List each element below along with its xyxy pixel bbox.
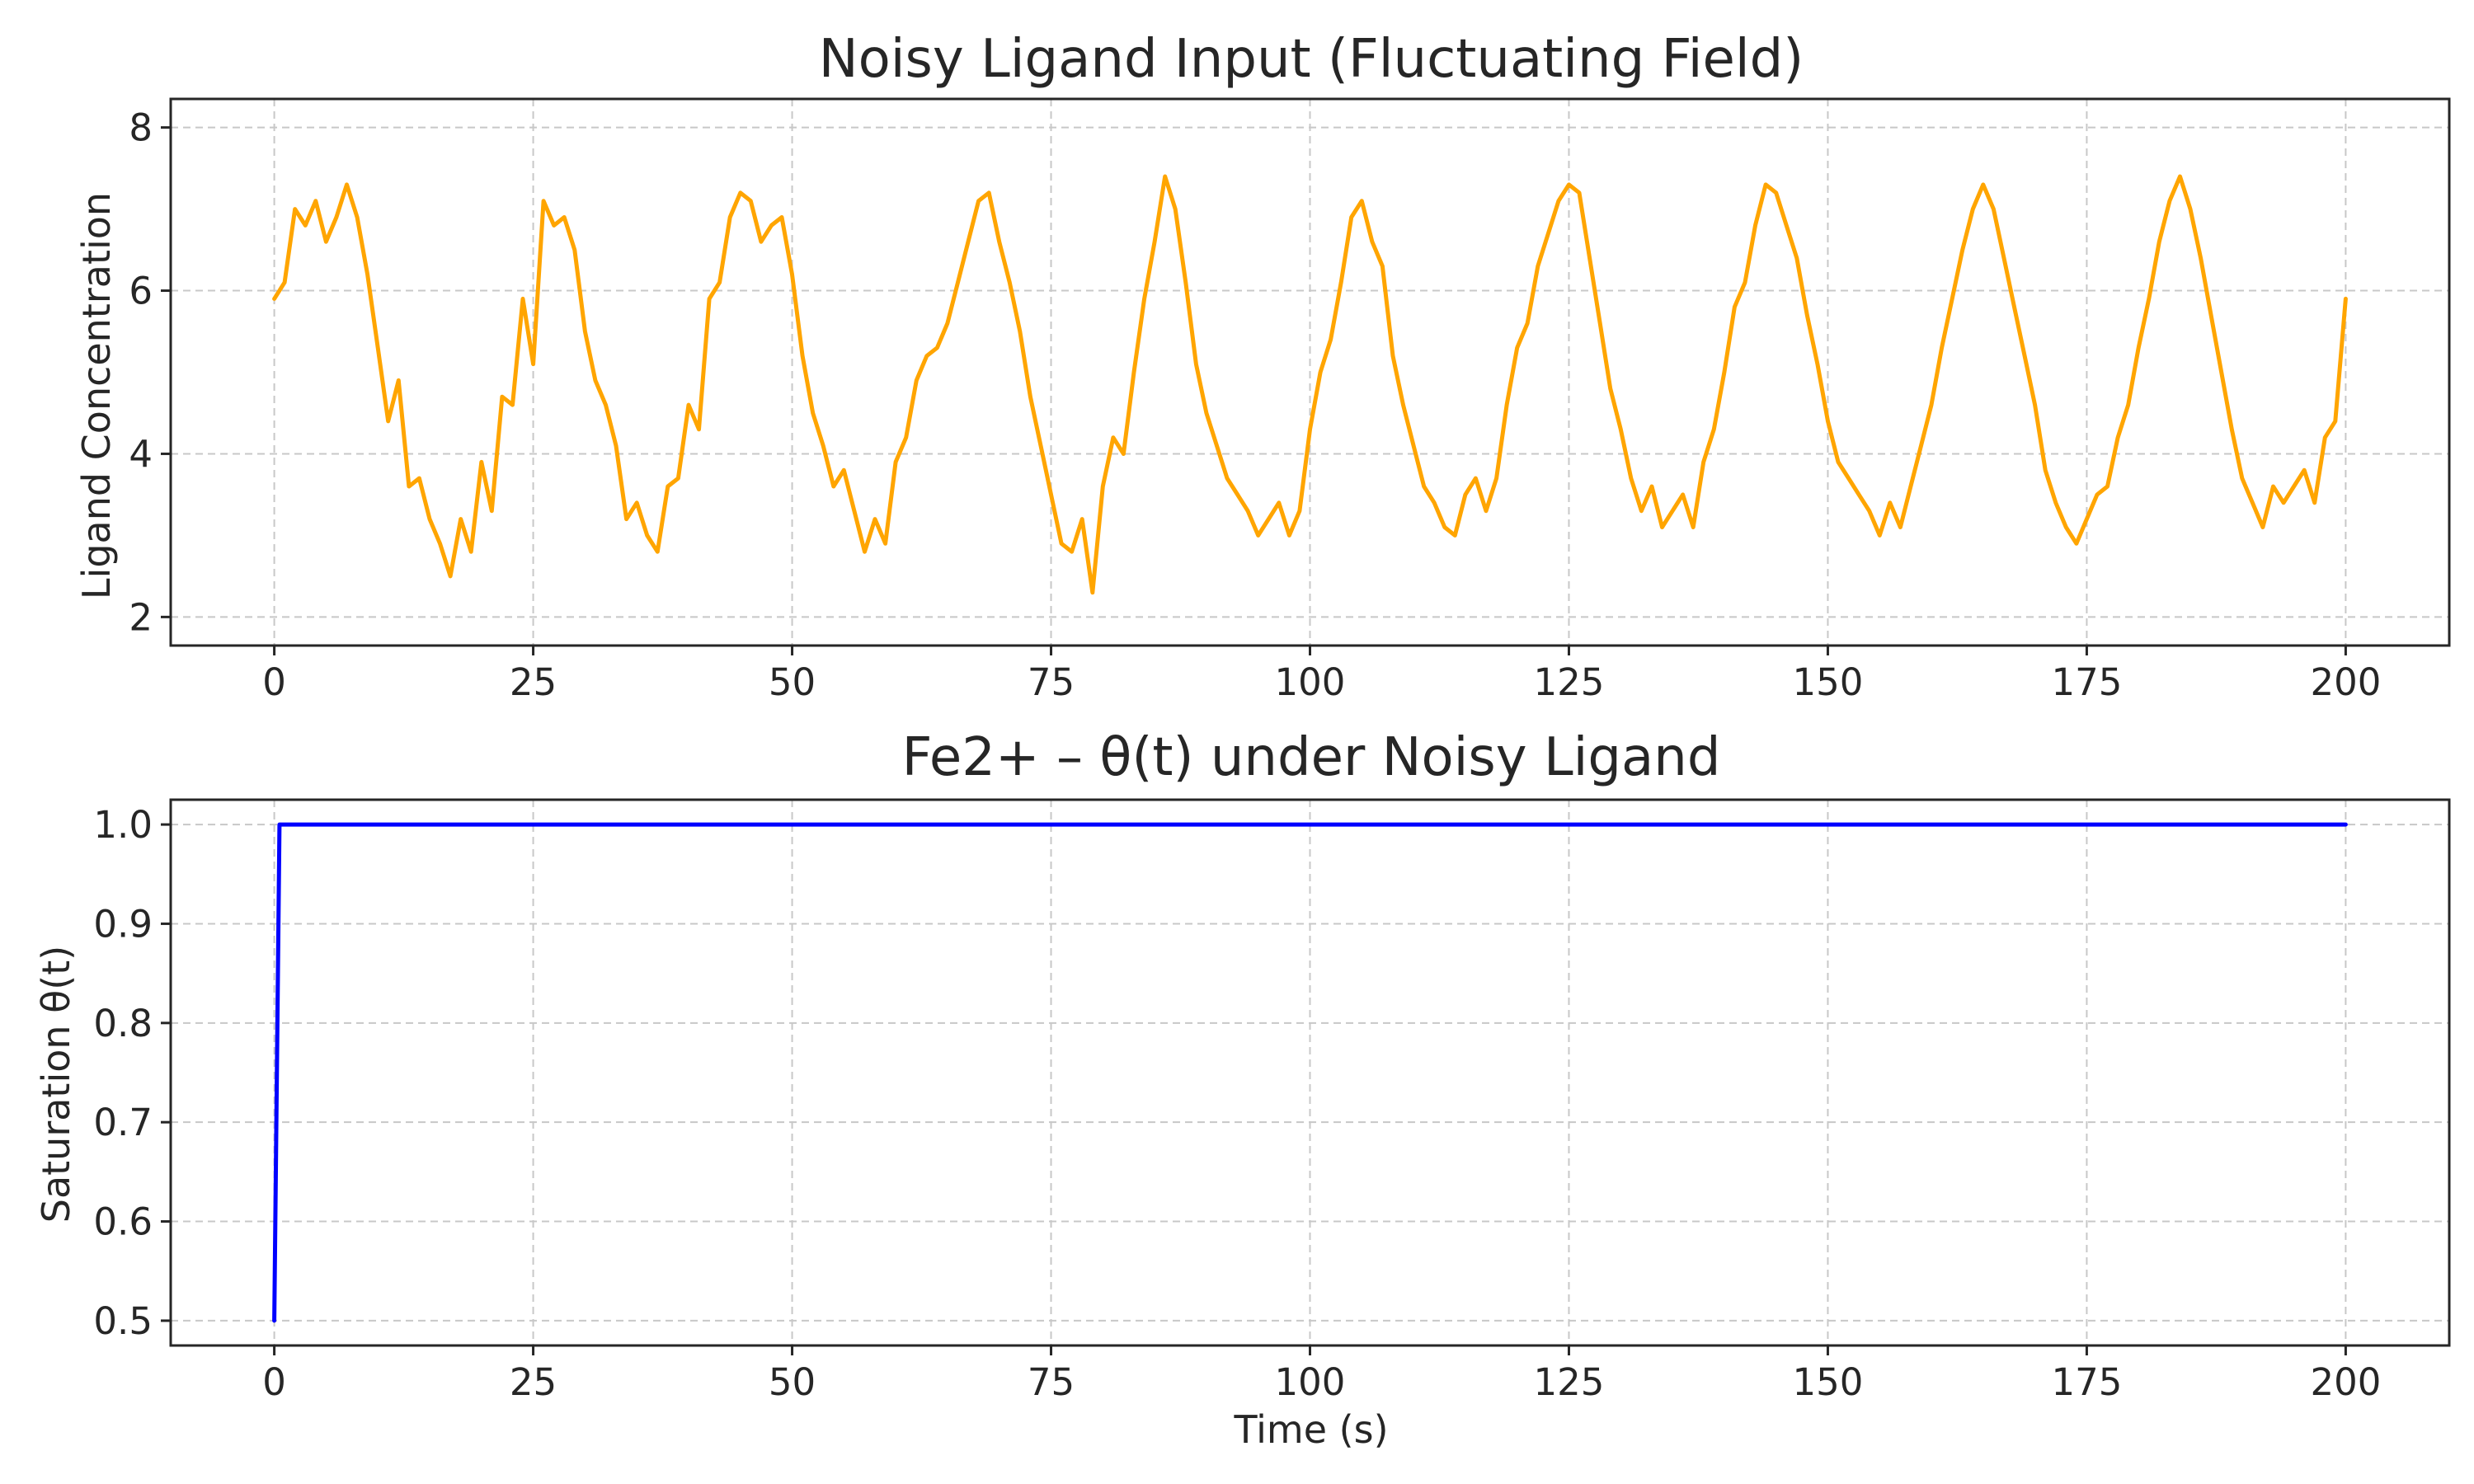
saturation-chart-title: Fe2+ – θ(t) under Noisy Ligand — [902, 727, 1721, 788]
ligand-y-tick-label: 6 — [129, 270, 153, 313]
ligand-x-tick-label: 125 — [1534, 660, 1605, 704]
ligand-series-line — [272, 174, 2348, 595]
ligand-axes-frame — [169, 97, 2451, 647]
saturation-x-tick-label: 175 — [2051, 1360, 2122, 1404]
saturation-y-tick-label: 0.6 — [93, 1200, 153, 1244]
saturation-y-tick-label: 0.7 — [93, 1101, 153, 1144]
ligand-y-tick-label: 8 — [129, 106, 153, 150]
saturation-x-tick-label: 200 — [2310, 1360, 2381, 1404]
ligand-x-tick-label: 25 — [510, 660, 557, 704]
saturation-x-tick-label: 75 — [1028, 1360, 1075, 1404]
ligand-panel: Noisy Ligand Input (Fluctuating Field) L… — [74, 29, 2451, 704]
ligand-x-tick-label: 175 — [2051, 660, 2122, 704]
saturation-y-tick-label: 0.5 — [93, 1299, 153, 1343]
saturation-x-tick-label: 0 — [262, 1360, 286, 1404]
ligand-chart-title: Noisy Ligand Input (Fluctuating Field) — [819, 29, 1804, 90]
ligand-y-tick-label: 4 — [129, 432, 153, 476]
saturation-y-tick-label: 1.0 — [93, 803, 153, 847]
ligand-x-tick-label: 100 — [1275, 660, 1346, 704]
ligand-x-tick-label: 50 — [769, 660, 816, 704]
ligand-x-tick-label: 0 — [262, 660, 286, 704]
saturation-x-axis-label: Time (s) — [1233, 1407, 1388, 1452]
ligand-x-tick-label: 200 — [2310, 660, 2381, 704]
saturation-x-tick-label: 50 — [769, 1360, 816, 1404]
saturation-x-tick-label: 100 — [1275, 1360, 1346, 1404]
saturation-series-line — [272, 822, 2348, 1323]
ligand-x-tick-label: 75 — [1028, 660, 1075, 704]
saturation-panel: Fe2+ – θ(t) under Noisy Ligand Saturatio… — [34, 727, 2451, 1452]
saturation-x-tick-label: 150 — [1793, 1360, 1864, 1404]
saturation-y-tick-label: 0.9 — [93, 902, 153, 946]
saturation-axes-frame — [169, 798, 2451, 1347]
ligand-x-tick-label: 150 — [1793, 660, 1864, 704]
saturation-x-tick-label: 125 — [1534, 1360, 1605, 1404]
saturation-y-axis-label: Saturation θ(t) — [34, 946, 78, 1223]
saturation-y-tick-label: 0.8 — [93, 1002, 153, 1045]
ligand-y-axis-label: Ligand Concentration — [74, 192, 119, 599]
saturation-x-tick-label: 25 — [510, 1360, 557, 1404]
ligand-y-tick-label: 2 — [129, 595, 153, 639]
